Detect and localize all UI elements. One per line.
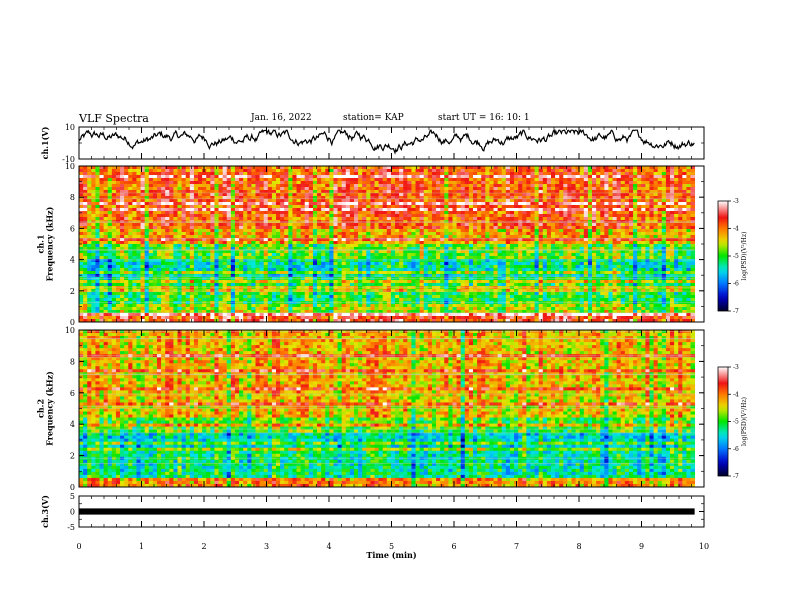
x-tick-label: 0	[76, 542, 81, 551]
ch1-spectrogram	[78, 165, 705, 323]
colorbar-tick-label: -4	[733, 226, 739, 233]
ch1-spec-ytick-label: 6	[70, 224, 75, 233]
colorbar-label: log(PSD)(V²/Hz)	[741, 232, 748, 281]
ch1-spec-ytick-label: 2	[70, 287, 75, 296]
ch1-wave-ytick-label: -10	[62, 155, 75, 164]
colorbar-tick-label: -4	[733, 391, 739, 398]
x-tick-label: 9	[639, 542, 644, 551]
x-tick-label: 6	[451, 542, 456, 551]
colorbar-tick-label: -7	[733, 308, 739, 315]
chart-title: VLF Spectra	[79, 112, 149, 125]
colorbar-tick-label: -6	[733, 446, 739, 453]
colorbar-label: log(PSD)(V²/Hz)	[741, 397, 748, 446]
x-tick-label: 2	[201, 542, 206, 551]
ch2-spec-ylabel: Frequency (kHz)	[45, 371, 55, 446]
x-tick-label: 5	[389, 542, 394, 551]
ch1-spec-ytick-label: 0	[70, 318, 75, 327]
x-tick-label: 7	[514, 542, 519, 551]
ch3-wave-ytick-label: 5	[70, 492, 75, 501]
x-axis-label: Time (min)	[366, 550, 416, 560]
ch1-waveform-line	[78, 128, 695, 155]
ch1-spec-ytick-label: 4	[70, 256, 75, 265]
colorbar-tick-label: -5	[733, 419, 739, 426]
ch3-wave-ytick-label: 0	[70, 508, 75, 517]
ch2-spec-ytick-label: 10	[65, 326, 75, 335]
colorbar-tick-label: -7	[733, 473, 739, 480]
ch1-wave-ylabel: ch.1(V)	[40, 126, 50, 159]
station-label: station= KAP	[343, 113, 404, 123]
date-label: Jan. 16, 2022	[251, 113, 312, 123]
colorbar-1	[717, 200, 729, 312]
ch1-spec-ylabel: ch.1	[36, 234, 46, 253]
ch3-wave-ylabel: ch.3(V)	[40, 495, 50, 528]
ch3-waveform-band	[79, 508, 695, 515]
colorbar-tick-label: -6	[733, 281, 739, 288]
x-tick-label: 10	[699, 542, 709, 551]
ch1-spec-ylabel: Frequency (kHz)	[45, 206, 55, 281]
ch2-spec-ytick-label: 8	[70, 357, 75, 366]
ch2-spec-ylabel: ch.2	[36, 399, 46, 418]
ch2-spectrogram	[78, 329, 705, 488]
ch2-spec-ytick-label: 2	[70, 452, 75, 461]
x-tick-label: 8	[576, 542, 581, 551]
ch1-spec-ytick-label: 10	[65, 162, 75, 171]
colorbar-tick-label: -3	[733, 364, 739, 371]
x-tick-label: 3	[264, 542, 269, 551]
ch3-wave-ytick-label: -5	[67, 523, 75, 532]
ch2-spec-ytick-label: 6	[70, 389, 75, 398]
colorbar-tick-label: -3	[733, 198, 739, 205]
ch1-wave-ytick-label: 10	[65, 123, 75, 132]
ch2-spec-ytick-label: 0	[70, 483, 75, 492]
x-tick-label: 4	[326, 542, 331, 551]
colorbar-2	[717, 366, 729, 477]
ch1-spec-ytick-label: 8	[70, 193, 75, 202]
x-tick-label: 1	[139, 542, 144, 551]
colorbar-tick-label: -5	[733, 253, 739, 260]
start-time-label: start UT = 16: 10: 1	[438, 113, 530, 123]
ch2-spec-ytick-label: 4	[70, 420, 75, 429]
